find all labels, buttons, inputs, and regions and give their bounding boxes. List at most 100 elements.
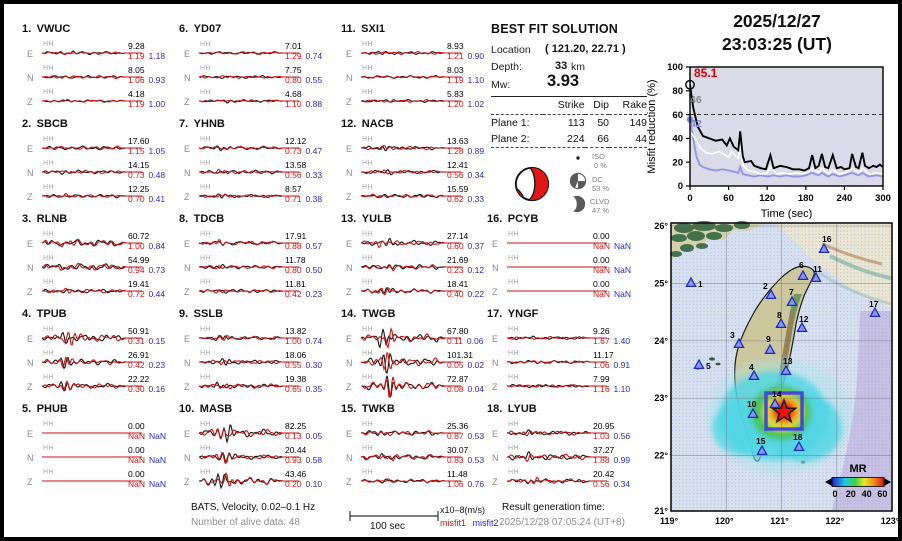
- misfit2-value: NaN: [149, 479, 167, 489]
- svg-text:21°: 21°: [654, 506, 668, 516]
- svg-text:MR: MR: [849, 463, 866, 475]
- misfit1-value: 0.73: [128, 170, 145, 180]
- waveform-trace: [198, 193, 299, 199]
- channel-letter: E: [27, 144, 34, 154]
- misfit2-value: 0.50: [305, 265, 323, 275]
- depth-value: 33: [555, 60, 568, 72]
- misfit2-value: 0.33: [467, 194, 485, 204]
- bandpass-note: BATS, Velocity, 0.02–0.1 Hz: [191, 502, 316, 513]
- mr-colorbar-legend: MR 0 20 40 60: [825, 463, 891, 499]
- col-strike: Strike: [543, 96, 585, 115]
- map-station-marker-5: [693, 358, 705, 370]
- svg-text:26°: 26°: [654, 221, 668, 231]
- station-title: 3. RLNB: [22, 213, 68, 225]
- band-code: HH: [362, 469, 374, 476]
- station-title: 6. YD07: [179, 23, 222, 35]
- mw-value: 3.93: [547, 72, 580, 90]
- misfit2-value: 0.53: [467, 431, 485, 441]
- channel-values: 101.31 0.05 0.02: [447, 350, 507, 370]
- misfit1-value: 0.08: [447, 384, 464, 394]
- peak-amplitude: 8.03: [447, 65, 464, 75]
- map-station-marker-9: [764, 343, 776, 355]
- map-station-number: 8: [777, 310, 782, 320]
- channel-values: 30.07 0.83 0.53: [447, 445, 507, 465]
- map-station-number: 3: [730, 330, 735, 340]
- peak-amplitude: 82.25: [285, 421, 307, 431]
- map-station-marker-2: [765, 288, 777, 300]
- band-code: HH: [200, 89, 212, 96]
- map-station-number: 10: [747, 399, 757, 409]
- channel-row-z: Z HH 4.18 1.19 1.00: [22, 89, 180, 113]
- channel-values: 43.46 0.20 0.10: [285, 469, 345, 489]
- channel-letter: N: [492, 453, 499, 463]
- channel-row-z: Z HH 7.99 1.16 1.10: [487, 374, 647, 398]
- misfit1-value: 0.11: [447, 336, 463, 346]
- map-station-number: 7: [789, 287, 794, 297]
- map-station-marker-15: [756, 444, 768, 456]
- channel-values: 7.99 1.16 1.10: [593, 374, 653, 394]
- channel-row-n: N HH 0.00 NaN NaN: [487, 255, 647, 279]
- band-code: HH: [508, 445, 520, 452]
- channel-row-n: N HH 18.06 0.55 0.30: [179, 350, 334, 374]
- channel-row-z: Z HH 11.48 1.06 0.76: [341, 469, 486, 493]
- channel-values: 14.15 0.73 0.48: [128, 160, 188, 180]
- misfit2-value: 1.10: [613, 384, 631, 394]
- misfit2-value: 0.35: [305, 384, 323, 394]
- channel-letter: N: [184, 263, 191, 273]
- svg-text:80: 80: [672, 86, 683, 97]
- plane1-dip: 50: [597, 117, 609, 129]
- channel-letter: E: [346, 334, 353, 344]
- clvd-label: CLVD: [590, 197, 610, 206]
- band-code: HH: [43, 279, 55, 286]
- peak-amplitude: 8.05: [128, 65, 145, 75]
- station-title: 10. MASB: [179, 403, 233, 415]
- svg-text:40: 40: [672, 134, 683, 145]
- waveform-trace: [198, 263, 299, 270]
- channel-letter: N: [184, 73, 191, 83]
- channel-letter: Z: [492, 382, 498, 392]
- waveform-trace: [198, 168, 299, 175]
- misfit2-label: misfit2: [472, 518, 499, 528]
- channel-row-e: E HH 60.72 1.00 0.84: [22, 231, 180, 255]
- channel-values: 0.00 NaN NaN: [593, 231, 653, 251]
- peak-amplitude: 13.58: [285, 160, 307, 170]
- station-block-yhnb: 7. YHNB E HH 12.12 0.73 0.47 N HH 13.58 0.56 0.33 Z…: [179, 115, 334, 210]
- plane2-label: Plane 2:: [491, 131, 543, 148]
- channel-row-n: N HH 26.91 0.42 0.23: [22, 350, 180, 374]
- waveform-trace: [41, 74, 142, 80]
- misfit1-value: NaN: [128, 431, 146, 441]
- channel-values: 17.91 0.88 0.57: [285, 231, 345, 251]
- peak-amplitude: 7.01: [285, 41, 302, 51]
- channel-letter: N: [346, 453, 353, 463]
- waveform-trace: [198, 145, 299, 152]
- misfit1-value: 0.60: [447, 241, 464, 251]
- misfit2-value: 0.34: [467, 170, 485, 180]
- peak-amplitude: 19.41: [128, 279, 150, 289]
- misfit1-label: misfit1: [440, 518, 467, 528]
- misfit2-value: 0.76: [467, 479, 485, 489]
- channel-values: 11.17 1.06 0.91: [593, 350, 653, 370]
- misfit1-value: 1.06: [447, 479, 464, 489]
- channel-row-z: Z HH 18.41 0.40 0.22: [341, 279, 486, 303]
- waveform-column-1: 1. VWUC E HH 9.28 1.19 1.18 N HH 8.05 1.06 0.93 Z HH…: [22, 20, 180, 495]
- svg-text:85.1: 85.1: [694, 66, 718, 80]
- misfit2-value: 0.37: [467, 241, 485, 251]
- station-block-yd07: 6. YD07 E HH 7.01 1.29 0.74 N HH 7.75 0.80 0.55 Z HH…: [179, 20, 334, 115]
- channel-values: 11.78 0.80 0.50: [285, 255, 345, 275]
- channel-values: 5.83 1.20 1.02: [447, 89, 507, 109]
- misfit2-value: 0.10: [305, 479, 323, 489]
- channel-letter: N: [184, 358, 191, 368]
- col-dip: Dip: [584, 96, 609, 115]
- decomposition-icons: [567, 156, 587, 212]
- channel-row-n: N HH 54.99 0.94 0.73: [22, 255, 180, 279]
- svg-text:Time (sec): Time (sec): [761, 208, 813, 219]
- channel-row-e: E HH 0.00 NaN NaN: [22, 421, 180, 445]
- map-station-marker-10: [747, 407, 759, 419]
- channel-values: 18.06 0.55 0.30: [285, 350, 345, 370]
- misfit2-value: NaN: [149, 455, 167, 465]
- channel-values: 7.75 0.80 0.55: [285, 65, 345, 85]
- station-block-twkb: 15. TWKB E HH 25.36 0.87 0.53 N HH 30.07 0.83 0.53…: [341, 400, 486, 495]
- channel-letter: N: [492, 358, 499, 368]
- misfit1-value: NaN: [128, 479, 146, 489]
- channel-letter: Z: [346, 287, 352, 297]
